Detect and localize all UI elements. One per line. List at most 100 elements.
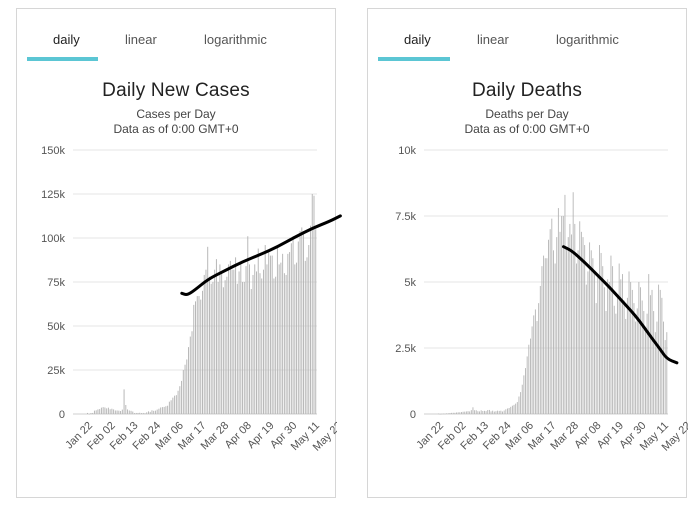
bar — [137, 412, 139, 414]
deaths-chart-card: daily linear logarithmic Daily Deaths De… — [367, 8, 688, 498]
bar — [250, 289, 252, 414]
bar — [620, 279, 622, 414]
bar — [666, 332, 668, 414]
bar — [147, 411, 149, 414]
bar — [92, 412, 94, 414]
bar — [617, 295, 618, 414]
bar — [196, 296, 198, 414]
bar — [559, 231, 561, 414]
bar — [160, 407, 162, 414]
bar — [202, 290, 203, 414]
bar — [275, 276, 277, 414]
bar — [459, 412, 461, 414]
bar — [561, 216, 563, 414]
bar — [104, 407, 106, 414]
bar — [203, 274, 205, 414]
bar — [114, 410, 116, 414]
bar — [493, 411, 495, 414]
bar — [551, 218, 553, 414]
bar — [528, 344, 530, 414]
bar — [441, 413, 443, 415]
bar — [276, 245, 278, 414]
bar — [582, 237, 584, 414]
bar — [228, 264, 230, 414]
bar — [130, 410, 132, 414]
bar — [262, 269, 264, 414]
bar — [215, 259, 217, 414]
bar — [663, 321, 664, 414]
bar — [539, 285, 541, 414]
bar — [464, 411, 466, 414]
tab-logarithmic[interactable]: logarithmic — [556, 32, 619, 47]
bar — [500, 410, 502, 414]
bar — [541, 266, 543, 414]
bar — [479, 411, 480, 414]
bar — [469, 411, 471, 414]
tab-daily[interactable]: daily — [404, 32, 431, 47]
bar — [311, 194, 313, 414]
bar — [658, 284, 660, 414]
bar — [474, 410, 476, 414]
scale-tabs: daily linear logarithmic — [368, 9, 686, 61]
bar — [569, 223, 571, 414]
bar — [536, 321, 538, 414]
y-tick-label: 125k — [41, 189, 65, 201]
cases-chart-card: daily linear logarithmic Daily New Cases… — [16, 8, 337, 498]
tab-linear[interactable]: linear — [477, 32, 509, 47]
bar — [444, 413, 446, 415]
bar — [608, 282, 610, 414]
bar — [525, 368, 526, 414]
bar — [447, 413, 449, 414]
data-timestamp: Data as of 0:00 GMT+0 — [464, 122, 590, 136]
tab-linear[interactable]: linear — [125, 32, 157, 47]
bar — [313, 195, 315, 414]
bar — [195, 301, 196, 414]
bar — [597, 274, 599, 414]
bar — [141, 413, 142, 414]
bar — [549, 229, 551, 414]
bar — [635, 321, 637, 414]
bar — [205, 269, 207, 414]
bar — [308, 245, 310, 414]
bar — [566, 247, 568, 414]
scale-tabs: daily linear logarithmic — [17, 9, 335, 61]
tab-daily[interactable]: daily — [53, 32, 80, 47]
chart-subtitle: Cases per Day — [136, 107, 216, 121]
bar — [534, 309, 536, 414]
bar — [301, 227, 303, 414]
bar — [290, 243, 292, 414]
bar — [95, 410, 97, 414]
bar — [207, 246, 209, 414]
bar — [615, 313, 617, 414]
bar — [484, 410, 485, 414]
bar — [577, 250, 579, 414]
bar — [516, 402, 518, 414]
bar — [530, 338, 531, 414]
bar — [641, 300, 643, 414]
bar — [297, 241, 299, 414]
bar — [648, 274, 650, 414]
bar — [198, 296, 200, 414]
bar — [603, 287, 605, 414]
tab-logarithmic[interactable]: logarithmic — [204, 32, 267, 47]
chart-title: Daily New Cases — [102, 80, 250, 101]
bar — [605, 311, 607, 414]
bar — [177, 390, 179, 414]
bar — [518, 396, 520, 414]
bar — [564, 194, 566, 414]
y-tick-label: 5k — [404, 277, 416, 289]
y-tick-label: 25k — [47, 365, 65, 377]
bar — [161, 407, 163, 414]
bar — [144, 413, 146, 414]
bar — [235, 257, 237, 414]
bar — [546, 258, 548, 414]
bar — [452, 412, 454, 414]
bar — [590, 250, 592, 414]
bar — [134, 413, 136, 414]
bar — [467, 411, 469, 414]
bar — [510, 406, 512, 414]
bar — [492, 410, 494, 414]
bar — [461, 412, 462, 414]
bar — [254, 264, 256, 414]
